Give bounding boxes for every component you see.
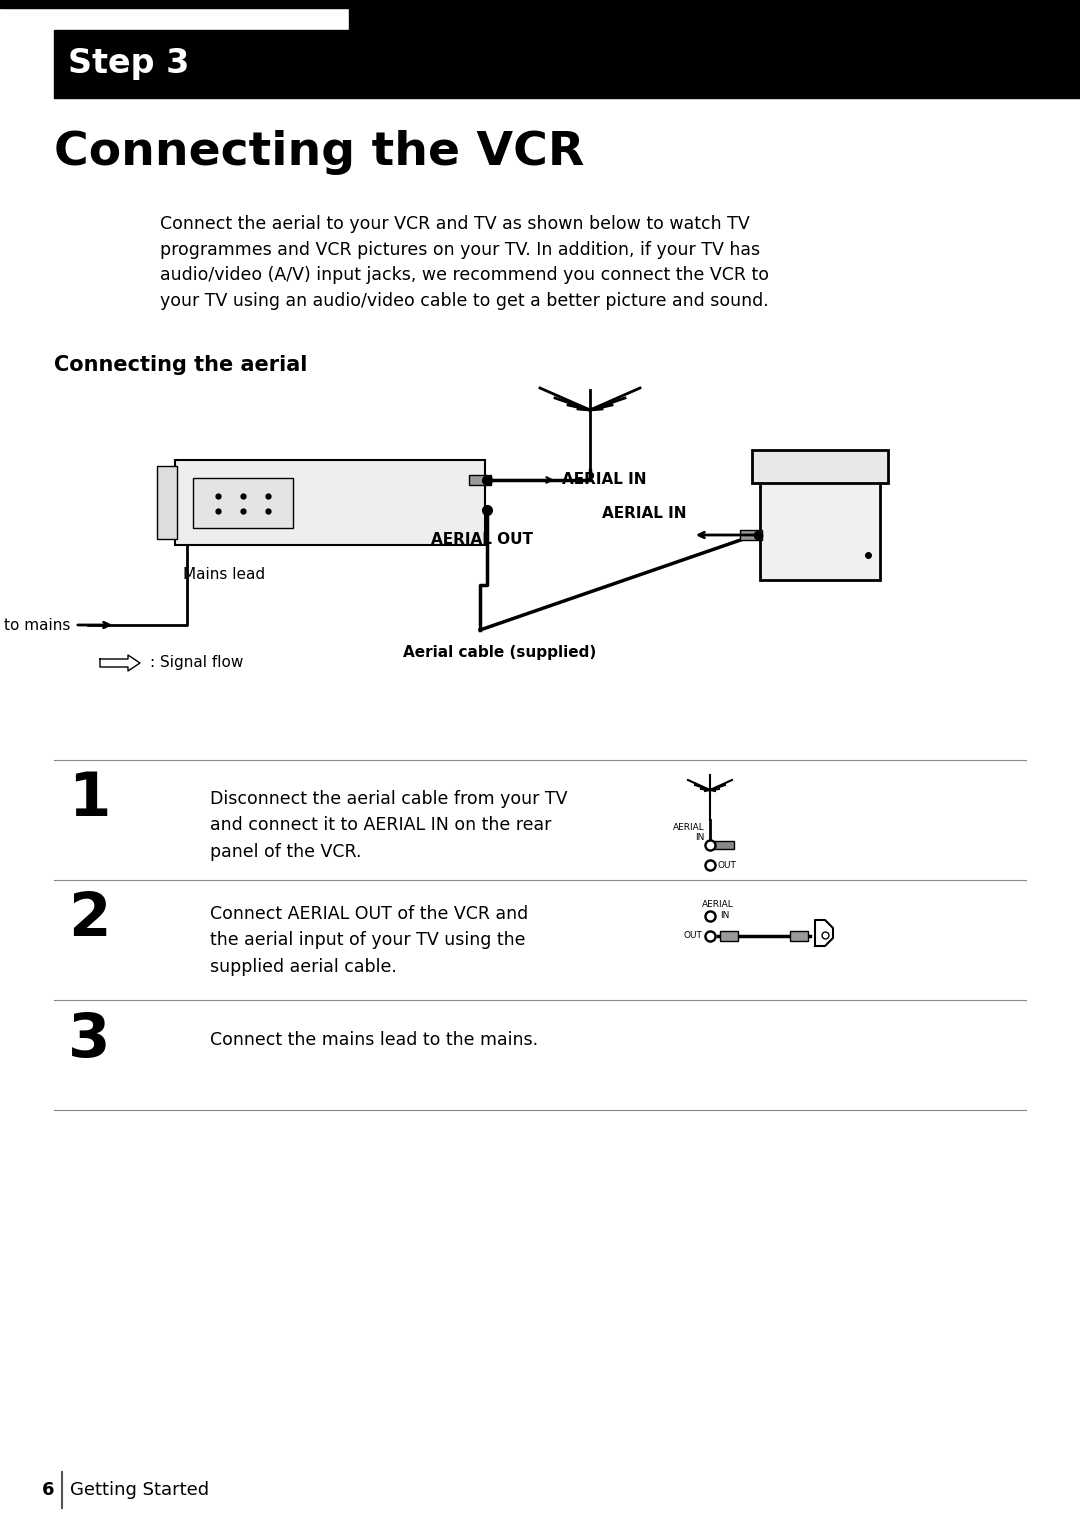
Bar <box>714 841 734 849</box>
Bar <box>740 531 762 540</box>
Text: Connect the mains lead to the mains.: Connect the mains lead to the mains. <box>210 1031 538 1049</box>
Bar <box>720 931 738 940</box>
Text: Aerial cable (supplied): Aerial cable (supplied) <box>403 645 596 661</box>
Bar <box>752 450 888 483</box>
Text: Connect AERIAL OUT of the VCR and
the aerial input of your TV using the
supplied: Connect AERIAL OUT of the VCR and the ae… <box>210 905 528 976</box>
Text: 3: 3 <box>68 1011 110 1069</box>
Bar <box>157 466 177 540</box>
Bar <box>760 480 880 579</box>
Bar <box>469 476 491 485</box>
Text: IN: IN <box>696 832 705 841</box>
Text: Getting Started: Getting Started <box>70 1482 210 1498</box>
Text: Connect the aerial to your VCR and TV as shown below to watch TV
programmes and : Connect the aerial to your VCR and TV as… <box>160 216 769 310</box>
Text: AERIAL: AERIAL <box>702 901 733 910</box>
Bar <box>349 0 1080 98</box>
Text: IN: IN <box>720 911 729 920</box>
Bar <box>193 479 293 528</box>
Bar <box>175 460 485 544</box>
Bar <box>0 0 1080 8</box>
Bar <box>789 931 808 940</box>
Text: 1: 1 <box>68 771 110 830</box>
Text: : Signal flow: : Signal flow <box>150 656 243 671</box>
Text: Connecting the VCR: Connecting the VCR <box>54 130 584 174</box>
Text: AERIAL IN: AERIAL IN <box>603 506 687 521</box>
Text: AERIAL IN: AERIAL IN <box>562 472 647 488</box>
Text: OUT: OUT <box>718 861 737 870</box>
Text: Disconnect the aerial cable from your TV
and connect it to AERIAL IN on the rear: Disconnect the aerial cable from your TV… <box>210 790 567 861</box>
Text: OUT: OUT <box>684 931 702 940</box>
Text: Connecting the aerial: Connecting the aerial <box>54 355 308 375</box>
Text: Step 3: Step 3 <box>68 47 189 81</box>
Text: 6: 6 <box>41 1482 54 1498</box>
Text: AERIAL: AERIAL <box>673 823 705 832</box>
Bar <box>54 31 349 98</box>
Text: to mains: to mains <box>3 618 70 633</box>
Text: 2: 2 <box>68 890 110 950</box>
Polygon shape <box>100 654 140 671</box>
Text: Mains lead: Mains lead <box>183 567 265 583</box>
Text: AERIAL OUT: AERIAL OUT <box>431 532 534 547</box>
